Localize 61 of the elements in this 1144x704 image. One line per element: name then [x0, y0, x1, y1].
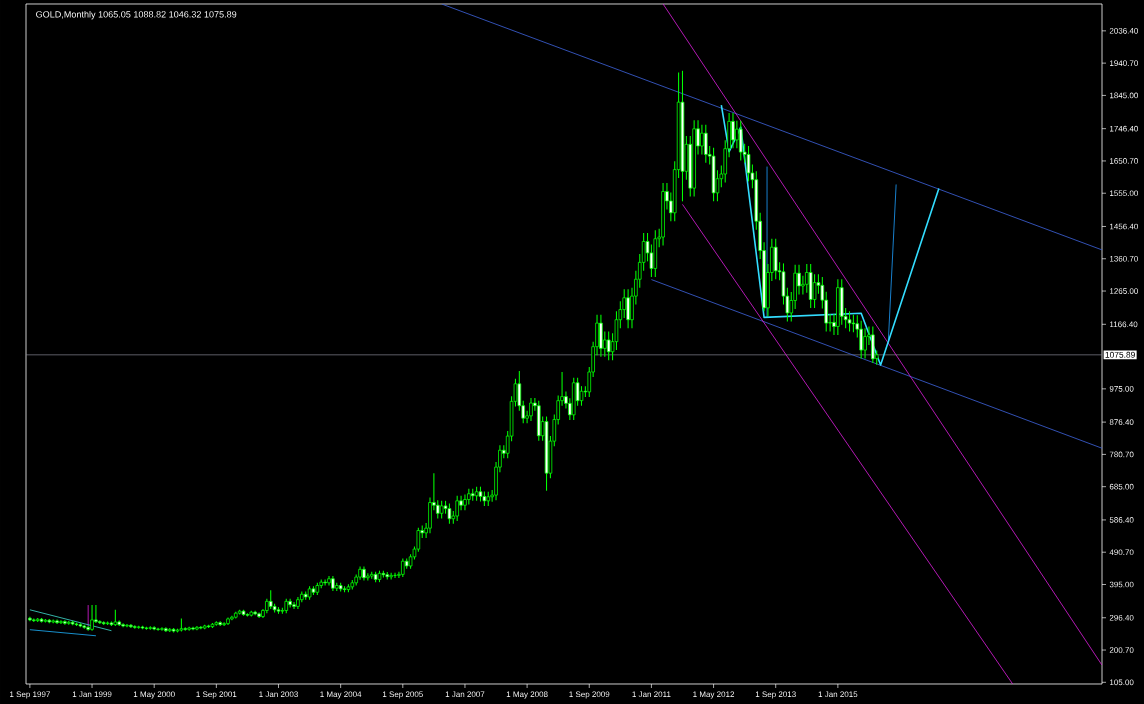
x-tick-label: 1 Jan 2011: [632, 691, 671, 698]
y-tick-label: 1265.00: [1110, 288, 1138, 294]
candlestick: [90, 604, 94, 632]
y-tick-label: 876.40: [1109, 419, 1134, 425]
y-tick-label: 2036.40: [1109, 28, 1138, 34]
x-tick-label: 1 Sep 2001: [196, 691, 237, 699]
y-tick-label: 395.00: [1109, 581, 1134, 588]
candlestick: [222, 621, 226, 627]
ref-line-label: 1075.89: [1105, 351, 1135, 358]
x-tick-label: 1 Jan 2007: [445, 691, 485, 698]
x-tick-label: 1 Sep 2009: [569, 691, 610, 699]
candlestick: [735, 120, 739, 149]
candlestick: [731, 112, 735, 149]
candlestick: [327, 575, 331, 587]
x-tick-label: 1 May 2004: [320, 691, 362, 699]
y-tick-label: 1650.70: [1110, 158, 1138, 164]
candlestick: [863, 327, 867, 360]
y-tick-label: 586.40: [1109, 517, 1134, 523]
line-series: [720, 104, 940, 366]
y-tick-label: 296.40: [1109, 614, 1134, 621]
candlestick: [268, 589, 273, 610]
x-tick-label: 1 Jan 2003: [259, 691, 298, 698]
x-tick-label: 1 Sep 2013: [755, 691, 796, 699]
candlestick: [59, 619, 63, 625]
candlestick: [292, 601, 296, 610]
y-tick-label: 975.00: [1109, 386, 1134, 392]
x-tick-label: 1 Sep 2005: [382, 691, 423, 699]
candlestick: [389, 572, 393, 580]
x-tick-label: 1 May 2008: [506, 691, 548, 699]
candlestick: [626, 288, 630, 329]
candlestick: [703, 124, 708, 164]
y-tick-label: 200.70: [1109, 647, 1134, 653]
x-tick-label: 1 May 2000: [133, 691, 175, 699]
candlestick: [323, 578, 327, 587]
candlestick: [455, 495, 459, 522]
y-tick-label: 1555.00: [1110, 190, 1138, 197]
candlestick: [529, 397, 533, 422]
text: GOLD,Monthly 1065.05 1088.82 1046.32 1075.89: [36, 10, 237, 20]
y-tick-label: 490.70: [1109, 549, 1134, 556]
candlestick: [871, 325, 875, 364]
y-tick-label: 1456.40: [1110, 223, 1138, 230]
x-tick-label: 1 Jan 1999: [72, 691, 112, 698]
candlestick: [463, 493, 467, 511]
x-tick-label: 1 Sep 1997: [10, 691, 50, 699]
y-tick-label: 1166.40: [1110, 321, 1138, 328]
candlestick: [160, 626, 164, 632]
x-tick-label: 1 Jan 2015: [818, 691, 858, 698]
y-tick-label: 1360.70: [1110, 255, 1138, 262]
candlestick: [738, 120, 743, 162]
candlestick: [812, 273, 817, 309]
y-tick-label: 1940.70: [1110, 60, 1138, 66]
x-tick-label: 1 May 2012: [693, 691, 735, 699]
candlestick: [606, 330, 611, 361]
y-tick-label: 105.00: [1110, 679, 1134, 686]
candlestick: [700, 124, 704, 155]
y-tick-label: 780.70: [1109, 451, 1134, 458]
y-tick-label: 1746.40: [1110, 125, 1138, 132]
y-tick-label: 1845.00: [1110, 92, 1138, 99]
y-tick-label: 685.00: [1109, 483, 1134, 490]
candlestick: [401, 557, 405, 578]
candlestick: [129, 623, 133, 629]
